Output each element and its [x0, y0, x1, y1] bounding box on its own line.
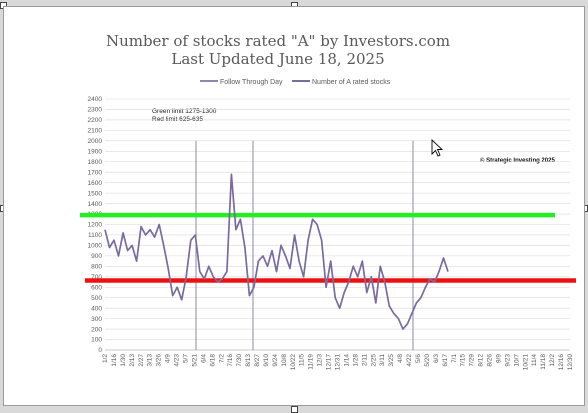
y-tick-label-100: 100	[91, 337, 102, 344]
y-tick-label-600: 600	[91, 284, 102, 291]
x-tick-label: 5/6	[415, 354, 422, 363]
x-tick-label: 7/30	[236, 354, 243, 367]
green-limit-annotation: Green limit 1275-1300	[152, 108, 217, 115]
x-tick-label: 3/11	[379, 354, 386, 367]
y-tick-label-500: 500	[91, 295, 102, 302]
x-tick-label: 2/13	[129, 354, 136, 367]
x-tick-label: 12/17	[326, 354, 333, 371]
credit-annotation: © Strategic Investing 2025	[480, 157, 555, 164]
x-tick-label: 10/22	[290, 354, 297, 371]
y-tick-label-1500: 1500	[88, 190, 103, 197]
x-tick-label: 8/12	[478, 354, 485, 367]
x-tick-label: 3/13	[147, 354, 154, 367]
x-tick-label: 6/4	[200, 354, 207, 363]
x-tick-label: 2/27	[138, 354, 145, 367]
mouse-cursor-icon	[431, 138, 444, 157]
x-tick-label: 9/23	[504, 354, 511, 367]
x-tick-label: 10/7	[513, 354, 520, 367]
x-tick-label: 9/9	[495, 354, 502, 363]
x-tick-label: 11/18	[540, 354, 547, 370]
x-tick-label: 5/21	[191, 354, 198, 367]
x-tick-label: 7/16	[227, 354, 234, 367]
y-tick-label-2100: 2100	[88, 128, 103, 135]
x-tick-label: 9/10	[263, 354, 270, 367]
y-tick-label-1600: 1600	[88, 180, 103, 187]
x-tick-label: 4/8	[397, 354, 404, 363]
x-tick-label: 11/4	[531, 354, 538, 367]
y-tick-label-0: 0	[98, 347, 102, 354]
x-tick-label: 7/2	[218, 354, 225, 363]
y-tick-label-800: 800	[91, 264, 102, 271]
x-tick-label: 5/7	[182, 354, 189, 363]
y-tick-label-2300: 2300	[88, 107, 103, 114]
reference-lines	[80, 212, 576, 283]
x-tick-label: 6/17	[442, 354, 449, 367]
chart-title: Number of stocks rated "A" by Investors.…	[106, 32, 450, 50]
y-tick-label-1800: 1800	[88, 159, 103, 166]
x-tick-label: 7/15	[460, 354, 467, 367]
series-layer	[104, 173, 449, 330]
x-tick-label: 8/13	[245, 354, 252, 367]
x-tick-label: 10/21	[522, 354, 529, 371]
x-tick-label: 4/23	[174, 354, 181, 367]
x-tick-label: 12/30	[567, 354, 574, 371]
chart-subtitle: Last Updated June 18, 2025	[171, 50, 384, 68]
x-tick-label: 8/27	[254, 354, 261, 367]
x-tick-label: 2/11	[361, 354, 368, 367]
y-tick-label-1700: 1700	[88, 169, 103, 176]
x-tick-label: 3/25	[388, 354, 395, 367]
y-tick-label-2000: 2000	[88, 138, 103, 145]
x-tick-label: 8/26	[487, 354, 494, 367]
legend-series-label: Number of A rated stocks	[312, 79, 391, 86]
x-tick-label: 12/2	[549, 354, 556, 367]
x-tick-label: 11/19	[308, 354, 315, 370]
series-line-a-rated-stocks	[104, 173, 449, 330]
y-tick-label-2200: 2200	[88, 117, 103, 124]
y-tick-label-1100: 1100	[88, 232, 102, 239]
y-tick-label-1900: 1900	[88, 148, 103, 155]
red-limit-annotation: Red limit 625-635	[152, 116, 203, 123]
x-tick-label: 7/29	[469, 354, 476, 367]
y-tick-label-200: 200	[91, 326, 102, 333]
x-tick-label: 5/20	[424, 354, 431, 367]
legend-ftd-label: Follow Through Day	[220, 79, 283, 86]
x-tick-label: 3/26	[156, 354, 163, 367]
y-tick-label-400: 400	[91, 305, 102, 312]
y-tick-label-700: 700	[91, 274, 102, 281]
chart-area[interactable]: Number of stocks rated "A" by Investors.…	[3, 6, 585, 406]
y-tick-label-1200: 1200	[88, 222, 103, 229]
x-tick-label: 12/16	[558, 354, 565, 371]
chart-svg: Number of stocks rated "A" by Investors.…	[80, 32, 576, 371]
x-tick-label: 7/1	[451, 354, 458, 363]
x-tick-label: 1/14	[343, 354, 350, 367]
y-tick-label-1000: 1000	[88, 243, 103, 250]
x-tick-label: 1/30	[120, 354, 127, 367]
y-tick-label-1400: 1400	[88, 201, 103, 208]
x-tick-label: 4/22	[406, 354, 413, 367]
x-tick-label: 12/3	[317, 354, 324, 367]
grid-layer	[105, 98, 570, 351]
x-tick-label: 12/31	[335, 354, 342, 371]
x-tick-label: 11/5	[299, 354, 306, 367]
x-tick-label: 1/28	[352, 354, 359, 367]
x-tick-label: 9/24	[272, 354, 279, 367]
y-tick-label-900: 900	[91, 253, 102, 260]
y-tick-label-300: 300	[91, 316, 102, 323]
y-tick-label-2400: 2400	[88, 96, 103, 103]
x-tick-label: 2/25	[370, 354, 377, 367]
x-tick-label: 6/3	[433, 354, 440, 363]
x-tick-label: 1/16	[111, 354, 118, 367]
x-tick-label: 4/9	[165, 354, 172, 363]
x-axis-ticks: 1/2 1/16 1/30 2/13 2/27 3/13 3/26 4/9 4/23 5/7 5/2…	[102, 354, 574, 371]
x-tick-label: 1/2	[102, 354, 109, 363]
y-axis-ticks: 0 100 200 300 400 500 600 700 800 900 1000 1100 1200…	[88, 96, 103, 354]
x-tick-label: 6/18	[209, 354, 216, 367]
x-tick-label: 10/8	[281, 354, 288, 367]
